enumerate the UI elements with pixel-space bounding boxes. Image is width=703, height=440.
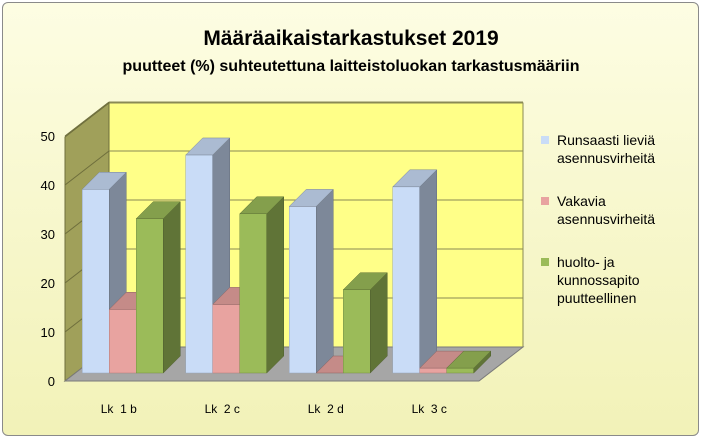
legend: Runsaasti lieviä asennusvirheitä Vakavia as… [541,132,655,306]
bar-top [81,172,127,190]
bar-front [343,289,371,374]
legend-entry: Vakavia [557,193,606,209]
bar-top [239,196,285,214]
bar-front [446,367,474,374]
bar-2-0 [288,188,334,374]
y-tick-label: 30 [41,227,55,242]
bar-0-2 [135,201,181,374]
gridline-side [64,150,110,186]
bar-top [135,201,181,219]
bar-top [185,137,231,156]
bar-side [316,188,334,374]
legend-entry: asennusvirheitä [557,150,655,166]
bar-front [136,218,164,374]
bar-3-2 [446,350,492,374]
y-tick-label: 40 [41,178,55,193]
legend-entry: Runsaasti lieviä [557,132,655,148]
bar-front [289,206,317,374]
y-tick-label: 20 [41,276,55,291]
legend-entry: kunnossapito [557,272,640,288]
bar-front [212,304,240,374]
bar-front [185,154,213,374]
bar-2-2 [342,272,388,374]
chart-title: Määräaikaistarkastukset 2019 [203,27,498,50]
bar-side [419,169,437,374]
legend-entry: asennusvirheitä [557,211,655,227]
legend-swatch [541,197,549,205]
bar-1-2 [239,196,285,374]
bar-front [239,213,267,374]
bar-front [109,309,137,374]
chart-subtitle: puutteet (%) suhteutettuna laitteistoluo… [123,58,580,75]
x-tick-label: Lk 1 b [101,402,137,416]
x-tick-label: Lk 2 c [205,402,240,416]
bar-side [163,201,181,374]
chart-svg: Määräaikaistarkastukset 2019 puutteet (%… [41,27,656,416]
bar-top [288,189,334,207]
bar-front [419,367,447,374]
y-tick-label: 10 [41,325,55,340]
bar-top [342,272,388,290]
bar-side [266,196,284,374]
bar-front [82,189,110,374]
chart-frame: Määräaikaistarkastukset 2019 puutteet (%… [2,2,699,436]
bar-3-0 [392,169,438,374]
y-tick-label: 0 [48,374,55,389]
bar-front [392,186,420,374]
legend-entry: huolto- ja [557,254,615,270]
bar-top [392,169,438,188]
x-tick-label: Lk 2 d [308,402,344,416]
legend-swatch [541,136,549,144]
plot-area: 0 10 20 30 40 50 Lk 1 b Lk 2 c Lk 2 d Lk 3 c [41,101,525,416]
legend-entry: puutteellinen [557,290,636,306]
bar-side [370,272,388,374]
legend-swatch [541,258,549,266]
bar-top [446,350,492,369]
x-tick-label: Lk 3 c [412,402,447,416]
gridline-side [64,101,110,137]
y-tick-label: 50 [41,129,55,144]
